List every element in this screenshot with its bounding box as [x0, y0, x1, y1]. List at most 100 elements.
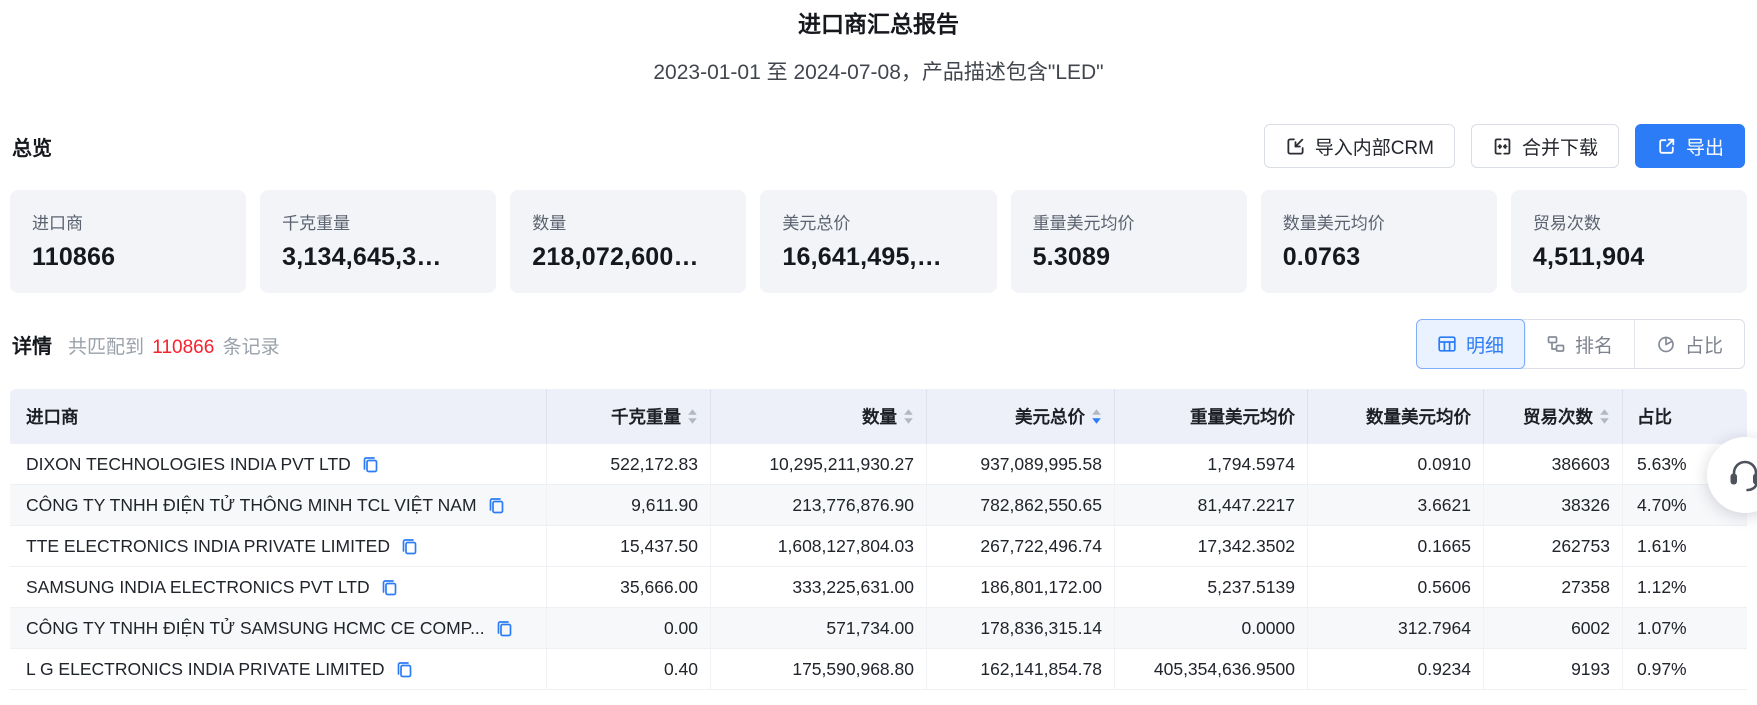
- overview-section-title: 总览: [12, 137, 52, 160]
- cell-share: 1.12%: [1623, 567, 1747, 607]
- stat-value: 5.3089: [1032, 243, 1111, 271]
- import-icon: [1287, 137, 1304, 155]
- cell-value: 0.00: [663, 617, 698, 638]
- cell-kg_avg: 405,354,636.9500: [1115, 649, 1308, 689]
- cell-name: DIXON TECHNOLOGIES INDIA PVT LTD: [10, 444, 547, 484]
- cell-qty: 333,225,631.00: [711, 567, 927, 607]
- cell-value: 333,225,631.00: [792, 576, 914, 597]
- cell-value: 10,295,211,930.27: [769, 453, 914, 474]
- stat-label: 重量美元均价: [1032, 214, 1135, 233]
- cell-usd: 267,722,496.74: [927, 526, 1115, 566]
- sort-icon[interactable]: [1091, 408, 1102, 425]
- cell-value: 35,666.00: [620, 576, 698, 597]
- cell-kg: 15,437.50: [547, 526, 711, 566]
- cell-qty_avg: 0.9234: [1308, 649, 1484, 689]
- table-row: DIXON TECHNOLOGIES INDIA PVT LTD 522,172.…: [10, 444, 1747, 485]
- cell-value: 5,237.5139: [1207, 576, 1295, 597]
- match-record-text: 共匹配到 110866 条记录: [68, 332, 280, 359]
- cell-qty_avg: 0.1665: [1308, 526, 1484, 566]
- cell-trades: 9193: [1484, 649, 1623, 689]
- column-label: 千克重量: [611, 407, 681, 427]
- company-name: TTE ELECTRONICS INDIA PRIVATE LIMITED: [26, 535, 390, 556]
- copy-icon[interactable]: [495, 619, 514, 638]
- stat-card-usd-per-qty: 数量美元均价 0.0763: [1260, 190, 1497, 293]
- sort-icon[interactable]: [687, 408, 698, 425]
- sort-icon[interactable]: [903, 408, 914, 425]
- cell-trades: 262753: [1484, 526, 1623, 566]
- headset-icon: [1730, 460, 1757, 492]
- cell-share: 4.70%: [1623, 485, 1747, 525]
- cell-value: 27358: [1561, 576, 1610, 597]
- cell-value: 0.0000: [1241, 617, 1295, 638]
- copy-icon[interactable]: [361, 455, 380, 474]
- copy-icon[interactable]: [380, 578, 399, 597]
- copy-icon[interactable]: [400, 537, 419, 556]
- table-header-row: 进口商 千克重量 数量 美元总价 重量美元均价 数量美元均价 贸易次数 占比: [10, 389, 1747, 444]
- column-label: 数量美元均价: [1366, 407, 1471, 427]
- cell-kg: 0.40: [547, 649, 711, 689]
- cell-qty_avg: 0.5606: [1308, 567, 1484, 607]
- cell-kg: 9,611.90: [547, 485, 711, 525]
- cell-value: 571,734.00: [826, 617, 914, 638]
- column-header-trades[interactable]: 贸易次数: [1484, 389, 1623, 444]
- cell-kg_avg: 81,447.2217: [1115, 485, 1308, 525]
- cell-value: 1.61%: [1637, 535, 1687, 556]
- sort-icon[interactable]: [1599, 408, 1610, 425]
- stat-label: 美元总价: [782, 214, 851, 233]
- view-tab-group: 明细 排名 占比: [1415, 319, 1745, 369]
- merge-download-button[interactable]: 合并下载: [1470, 124, 1619, 168]
- copy-icon[interactable]: [487, 496, 506, 515]
- cell-value: 5.63%: [1637, 453, 1687, 474]
- import-crm-button[interactable]: 导入内部CRM: [1263, 124, 1455, 168]
- cell-value: 4.70%: [1637, 494, 1687, 515]
- merge-download-label: 合并下载: [1521, 137, 1598, 159]
- details-left: 详情 共匹配到 110866 条记录: [12, 330, 280, 359]
- cell-value: 1,608,127,804.03: [777, 535, 914, 556]
- action-buttons: 导入内部CRM 合并下载 导出: [1263, 124, 1745, 168]
- cell-value: 0.97%: [1637, 658, 1687, 679]
- stat-label: 数量美元均价: [1282, 214, 1385, 233]
- ranking-icon: [1547, 336, 1565, 352]
- stat-card-trade-count: 贸易次数 4,511,904: [1510, 190, 1747, 293]
- copy-icon[interactable]: [395, 660, 414, 679]
- cell-value: 0.1665: [1417, 535, 1471, 556]
- cell-qty: 571,734.00: [711, 608, 927, 648]
- cell-kg_avg: 17,342.3502: [1115, 526, 1308, 566]
- cell-name: L G ELECTRONICS INDIA PRIVATE LIMITED: [10, 649, 547, 689]
- column-header-usd[interactable]: 美元总价: [927, 389, 1115, 444]
- cell-value: 162,141,854.78: [980, 658, 1102, 679]
- tab-ranking[interactable]: 排名: [1525, 320, 1635, 368]
- cell-trades: 27358: [1484, 567, 1623, 607]
- stat-card-kg-weight: 千克重量 3,134,645,3…: [260, 190, 497, 293]
- column-header-name: 进口商: [10, 389, 547, 444]
- cell-qty_avg: 0.0910: [1308, 444, 1484, 484]
- cell-kg: 0.00: [547, 608, 711, 648]
- cell-qty: 213,776,876.90: [711, 485, 927, 525]
- cell-value: 81,447.2217: [1197, 494, 1295, 515]
- cell-trades: 6002: [1484, 608, 1623, 648]
- table-icon: [1438, 336, 1456, 352]
- stat-label: 数量: [532, 214, 567, 233]
- cell-kg_avg: 5,237.5139: [1115, 567, 1308, 607]
- company-name: SAMSUNG INDIA ELECTRONICS PVT LTD: [26, 576, 370, 597]
- cell-value: 186,801,172.00: [980, 576, 1102, 597]
- merge-icon: [1494, 137, 1511, 155]
- cell-value: 1,794.5974: [1207, 453, 1295, 474]
- tab-share[interactable]: 占比: [1635, 320, 1744, 368]
- column-header-qty[interactable]: 数量: [711, 389, 927, 444]
- cell-qty: 175,590,968.80: [711, 649, 927, 689]
- table-row: L G ELECTRONICS INDIA PRIVATE LIMITED 0.4…: [10, 649, 1747, 690]
- cell-value: 1.07%: [1637, 617, 1687, 638]
- tab-label: 占比: [1684, 335, 1723, 357]
- match-suffix: 条记录: [222, 336, 280, 358]
- column-header-kg[interactable]: 千克重量: [547, 389, 711, 444]
- export-button[interactable]: 导出: [1634, 124, 1745, 168]
- stat-value: 16,641,495,…: [782, 243, 942, 271]
- tab-detail[interactable]: 明细: [1415, 319, 1526, 369]
- column-label: 贸易次数: [1523, 407, 1593, 427]
- cell-share: 1.07%: [1623, 608, 1747, 648]
- cell-value: 15,437.50: [620, 535, 698, 556]
- import-crm-label: 导入内部CRM: [1314, 137, 1434, 159]
- cell-kg_avg: 1,794.5974: [1115, 444, 1308, 484]
- stat-card-usd-per-kg: 重量美元均价 5.3089: [1010, 190, 1247, 293]
